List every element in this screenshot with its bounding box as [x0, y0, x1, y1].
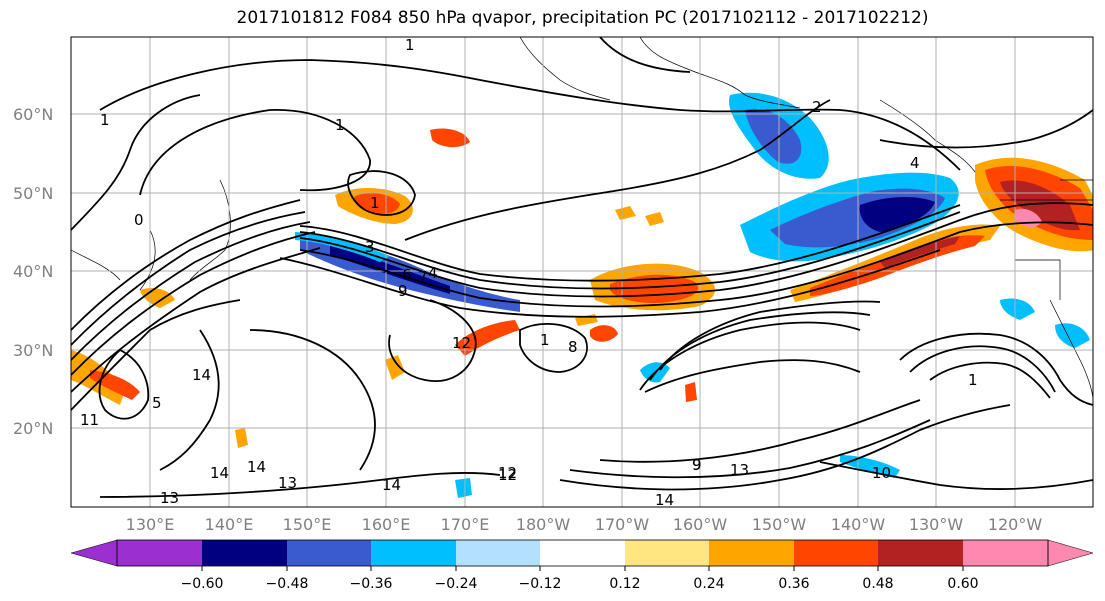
colorbar-segment: [202, 540, 287, 566]
colorbar-tick-label: 0.24: [693, 576, 724, 592]
contour-label: 9: [692, 456, 702, 474]
lon-label: 130°E: [126, 515, 175, 534]
lon-label: 140°E: [205, 515, 254, 534]
colorbar-tick-label: 0.48: [862, 576, 893, 592]
lon-label: 140°W: [831, 515, 886, 534]
colorbar-tick-label: 0.12: [609, 576, 640, 592]
contour-label: 5: [152, 394, 162, 412]
contour-label: 12: [498, 464, 517, 482]
lat-label: 50°N: [13, 184, 53, 203]
colorbar-extend-high: [1047, 539, 1094, 567]
contour-label: 4: [428, 264, 438, 282]
colorbar-extend-low: [70, 539, 118, 567]
contour-label: 1: [968, 371, 978, 389]
contour-label: 13: [278, 474, 297, 492]
contour-label: 13: [160, 489, 179, 507]
colorbar-tick-label: −0.48: [266, 576, 309, 592]
colorbar-tick-label: −0.60: [181, 576, 224, 592]
colorbar-segment: [625, 540, 709, 566]
contour-label: 0: [134, 211, 144, 229]
map-plot-area: [71, 37, 1093, 507]
colorbar-segment: [287, 540, 371, 566]
colorbar-frame: [116, 539, 1049, 567]
map-frame: [70, 36, 1094, 508]
colorbar-segment: [963, 540, 1048, 566]
colorbar-segment: [456, 540, 540, 566]
colorbar-ticks: [201, 566, 964, 571]
contour-label: 14: [192, 366, 211, 384]
colorbar-segment: [794, 540, 878, 566]
contour-label: 3: [365, 238, 375, 256]
contour-label: 13: [730, 461, 749, 479]
contour-label: 8: [568, 338, 578, 356]
contour-label: 12: [498, 466, 517, 484]
colorbar: −0.60 −0.48 −0.36 −0.24 −0.12 0.12 0.24 …: [70, 539, 1094, 592]
contour-label: 2: [812, 98, 822, 116]
qvapor-contours: [71, 37, 1093, 498]
contour-label: 1: [335, 116, 345, 134]
contour-label: 7: [418, 268, 428, 286]
lat-label: 60°N: [13, 105, 53, 124]
colorbar-tick-label: −0.12: [519, 576, 562, 592]
latitude-labels: 60°N 50°N 40°N 30°N 20°N: [13, 105, 53, 438]
lon-label: 170°E: [441, 515, 490, 534]
longitude-labels: 130°E 140°E 150°E 160°E 170°E 180°W 170°…: [126, 515, 1043, 534]
lat-label: 40°N: [13, 262, 53, 281]
contour-label: 11: [80, 411, 99, 429]
contour-label: 9: [398, 282, 408, 300]
lon-label: 150°E: [283, 515, 332, 534]
contour-label: 1: [540, 331, 550, 349]
colorbar-segment: [117, 540, 202, 566]
contour-label: 9: [692, 456, 702, 474]
lon-label: 150°W: [752, 515, 807, 534]
map-title: 2017101812 F084 850 hPa qvapor, precipit…: [236, 8, 929, 28]
contour-label: 14: [247, 458, 266, 476]
lon-label: 160°E: [362, 515, 411, 534]
colorbar-tick-label: −0.24: [435, 576, 478, 592]
colorbar-segment: [878, 540, 963, 566]
colorbar-tick-label: 0.36: [778, 576, 809, 592]
contour-label: 10: [872, 464, 891, 482]
contour-labels: 1 1 0 1 2 4 4 9 1 6 7 3 12 1 8 12 14 5 1…: [80, 36, 978, 509]
contour-label: 1: [370, 194, 380, 212]
lon-label: 120°W: [988, 515, 1043, 534]
contour-label: 1: [100, 111, 110, 129]
lon-label: 130°W: [909, 515, 964, 534]
contour-label: 4: [910, 154, 920, 172]
colorbar-segment: [371, 540, 456, 566]
contour-label: 14: [210, 464, 229, 482]
lon-label: 180°W: [516, 515, 571, 534]
contour-label: 1: [405, 36, 415, 54]
contour-label: 14: [655, 491, 674, 509]
colorbar-tick-label: −0.36: [350, 576, 393, 592]
lat-label: 20°N: [13, 419, 53, 438]
contour-label: 6: [402, 266, 412, 284]
precip-anomaly-shading: [71, 92, 1093, 498]
lon-label: 170°W: [595, 515, 650, 534]
colorbar-segment: [540, 540, 625, 566]
lat-label: 30°N: [13, 341, 53, 360]
colorbar-tick-label: 0.60: [947, 576, 978, 592]
coastlines: [71, 37, 1093, 401]
contour-label: 14: [382, 476, 401, 494]
colorbar-segment: [709, 540, 794, 566]
contour-label: 12: [452, 334, 471, 352]
lon-label: 160°W: [673, 515, 728, 534]
